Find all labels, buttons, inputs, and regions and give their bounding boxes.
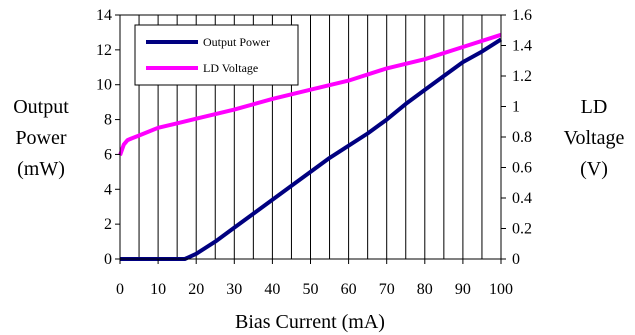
right-y-tick-label: 1 — [512, 99, 520, 116]
right-y-tick-label: 1.2 — [512, 68, 532, 85]
right-y-tick-label: 0.6 — [512, 160, 532, 177]
legend-box — [134, 24, 299, 86]
x-tick-label: 100 — [489, 281, 513, 298]
x-tick-label: 10 — [150, 281, 166, 298]
legend-label-ld-voltage: LD Voltage — [203, 61, 258, 75]
right-axis-title-line-1: LD — [581, 96, 608, 118]
right-y-tick-label: 0.4 — [512, 190, 532, 207]
legend-label-output-power: Output Power — [203, 35, 270, 49]
left-y-tick-label: 10 — [96, 77, 112, 94]
x-tick-label: 40 — [264, 281, 280, 298]
left-axis-title-line-2: Power — [15, 127, 66, 149]
right-y-tick-label: 0.8 — [512, 129, 532, 146]
axis-ticks: 0 10 20 30 40 50 60 70 80 90 100 0 2 4 6 8 10 12 14 0 0.2 0.4… — [96, 7, 532, 298]
right-y-tick-label: 0 — [512, 251, 520, 268]
x-tick-label: 0 — [116, 281, 124, 298]
series-line-ld-voltage — [118, 32, 502, 156]
x-axis-title: Bias Current (mA) — [235, 311, 385, 333]
left-y-tick-label: 4 — [104, 181, 112, 198]
legend: Output Power LD Voltage — [134, 24, 299, 86]
left-y-tick-label: 12 — [96, 42, 112, 59]
left-axis-title-line-3: (mW) — [17, 158, 65, 180]
x-tick-label: 80 — [417, 281, 433, 298]
x-tick-label: 30 — [226, 281, 242, 298]
right-y-tick-label: 1.4 — [512, 38, 532, 55]
left-y-tick-label: 0 — [104, 251, 112, 268]
x-tick-label: 20 — [188, 281, 204, 298]
left-y-tick-label: 8 — [104, 112, 112, 129]
x-tick-label: 60 — [341, 281, 357, 298]
left-y-tick-label: 6 — [104, 146, 112, 163]
left-y-tick-label: 14 — [96, 7, 112, 24]
x-tick-label: 90 — [455, 281, 471, 298]
left-y-tick-label: 2 — [104, 216, 112, 233]
right-axis-title-line-2: Voltage — [564, 127, 625, 149]
left-axis-title-line-1: Output — [13, 96, 69, 118]
x-tick-label: 70 — [379, 281, 395, 298]
right-y-tick-label: 0.2 — [512, 221, 532, 238]
x-tick-label: 50 — [303, 281, 319, 298]
right-axis-title-line-3: (V) — [580, 158, 608, 180]
right-y-tick-label: 1.6 — [512, 7, 532, 24]
